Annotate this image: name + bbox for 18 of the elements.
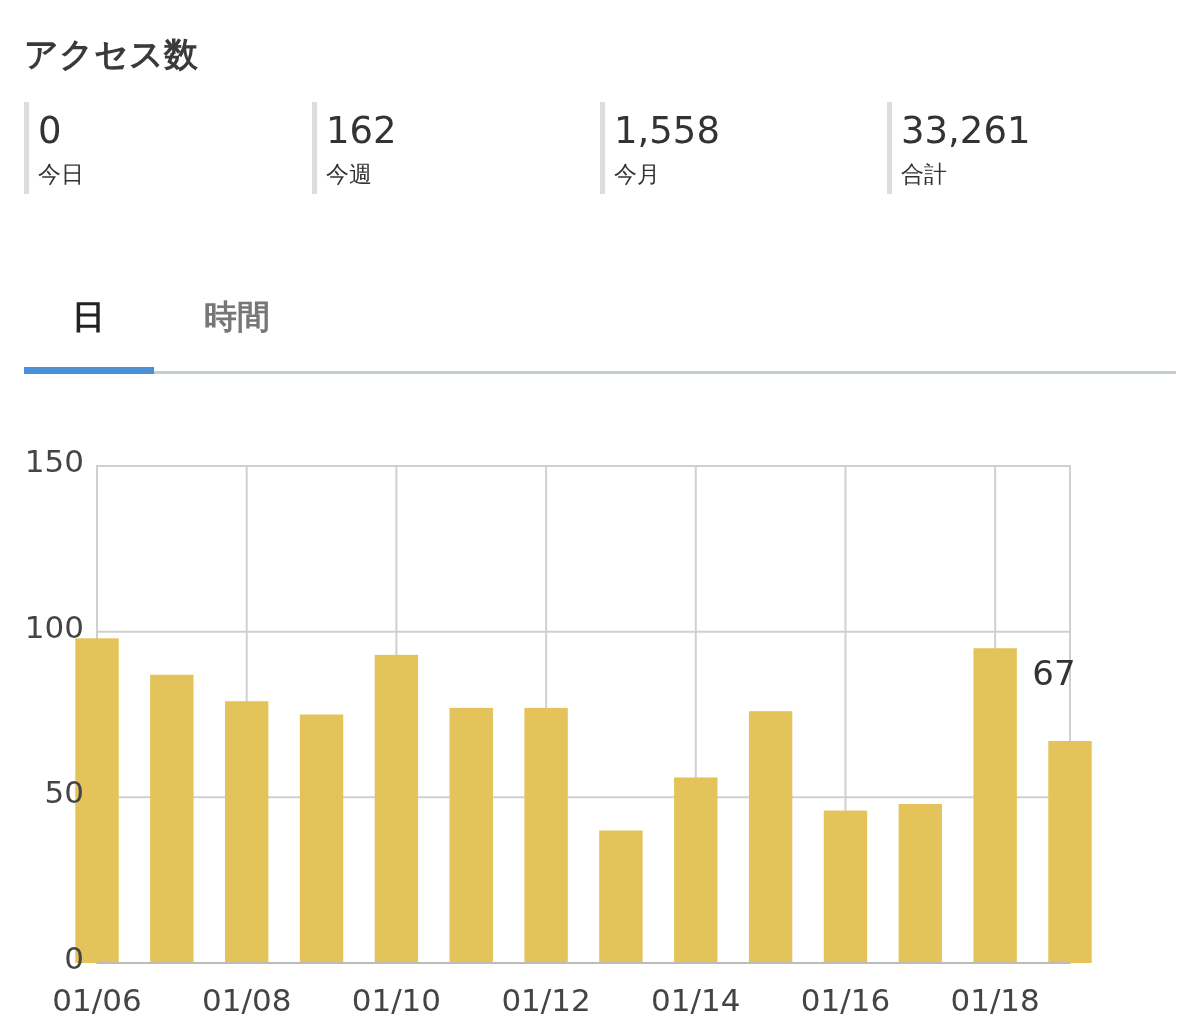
card: 162 今週 [312,102,397,194]
x-tick-label: 01/12 [501,982,591,1018]
card: 1,558 今月 [600,102,720,194]
y-tick-label: 100 [24,608,84,645]
y-tick-label: 150 [24,443,84,479]
x-tick-label: 01/16 [800,982,891,1018]
card: 0 今日 [24,102,84,194]
x-tick-label: 01/14 [651,982,741,1018]
y-tick-label: 0 [64,940,84,976]
data-label: 67 [1032,653,1076,694]
card: 33,261 合計 [887,102,1031,194]
x-tick-label: 01/08 [202,982,292,1018]
text: アクセス数 [24,34,199,74]
x-tick-label: 01/06 [52,982,142,1018]
text: 時間 [204,297,270,336]
x-tick-label: 01/10 [351,982,442,1018]
x-tick-label: 01/18 [950,982,1040,1018]
text: 日 [71,297,105,336]
